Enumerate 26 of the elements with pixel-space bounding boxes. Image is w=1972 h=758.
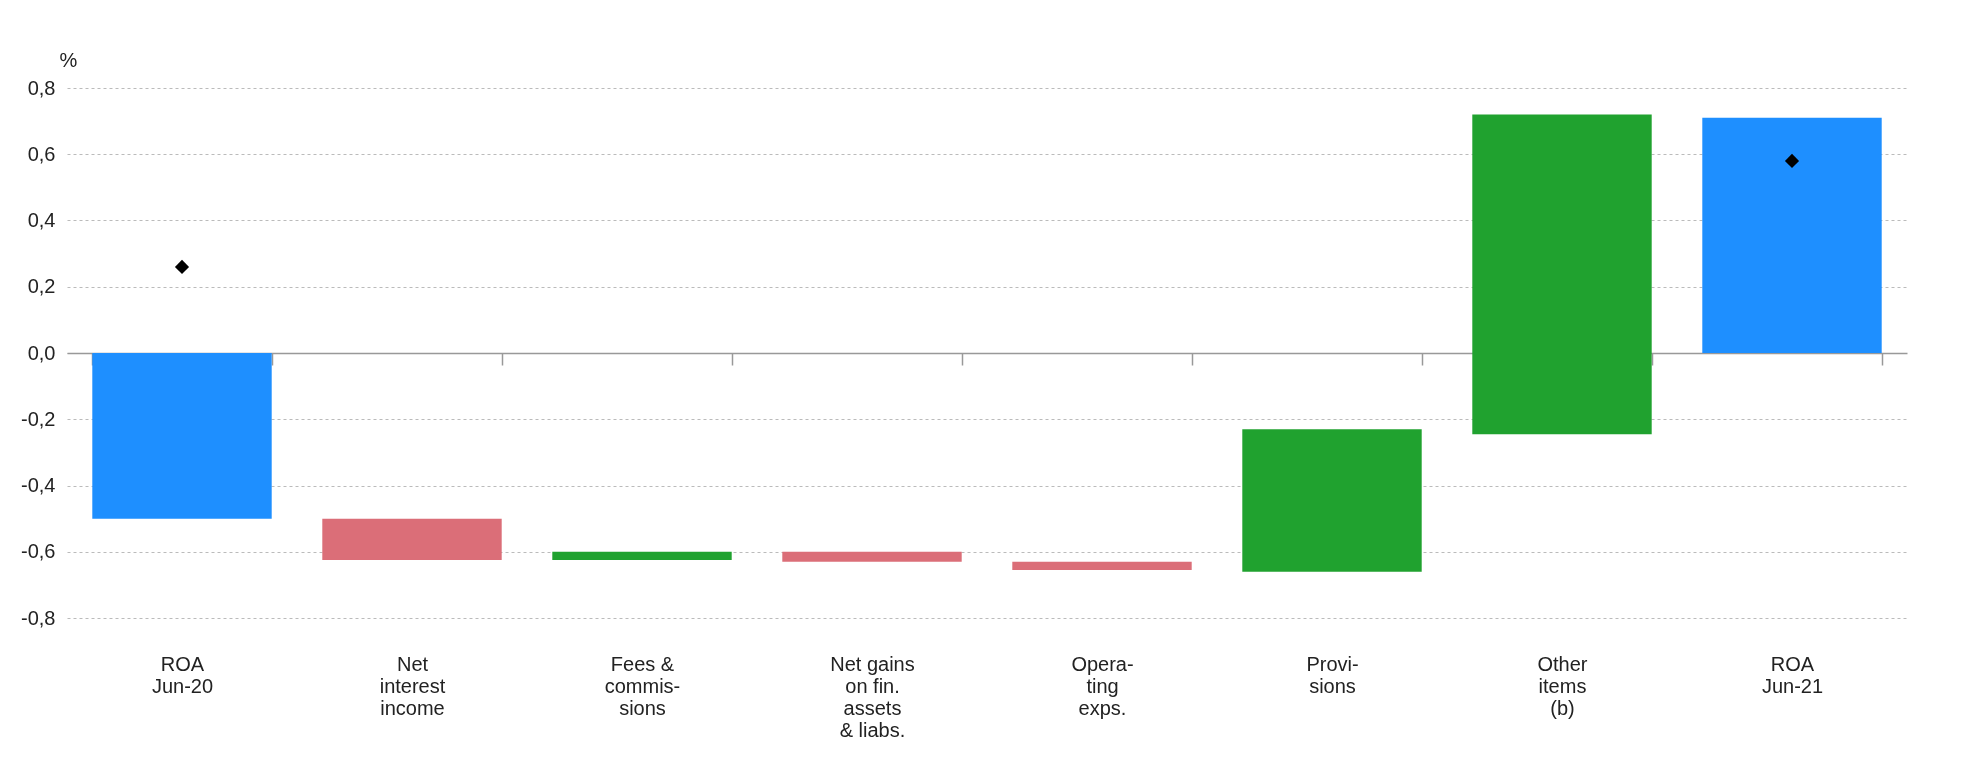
y-tick-label: 0,4 [27, 209, 56, 231]
bar [92, 353, 272, 519]
bar [1012, 561, 1192, 570]
x-tick-label: Net gains on fin. assets & liabs. [830, 652, 915, 741]
bar [1242, 429, 1422, 572]
y-tick-label: 0,2 [27, 275, 56, 298]
x-tick-label: Fees & commis- sions [604, 652, 681, 719]
y-axis-title: % [59, 48, 78, 71]
bar [1702, 117, 1882, 353]
x-tick-label: ROA Jun-20 [151, 652, 214, 697]
bar [1472, 114, 1652, 435]
y-tick-label: -0,6 [21, 540, 56, 563]
y-tick-label: 0,0 [27, 341, 56, 364]
x-tick-label: Provi- sions [1306, 652, 1359, 697]
x-tick-label: ROA Jun-21 [1761, 652, 1824, 697]
y-tick-label: -0,8 [21, 606, 56, 629]
bar [782, 551, 962, 562]
x-tick-label: Opera- ting exps. [1071, 652, 1134, 719]
x-tick-label: Other items (b) [1537, 652, 1588, 719]
y-tick-label: -0,2 [21, 407, 56, 430]
bar [322, 518, 502, 561]
y-tick-label: 0,8 [27, 76, 56, 99]
bar [552, 551, 732, 561]
y-tick-label: -0,4 [21, 474, 56, 496]
y-tick-label: 0,6 [27, 142, 56, 165]
x-tick-label: Net interest income [379, 652, 446, 719]
